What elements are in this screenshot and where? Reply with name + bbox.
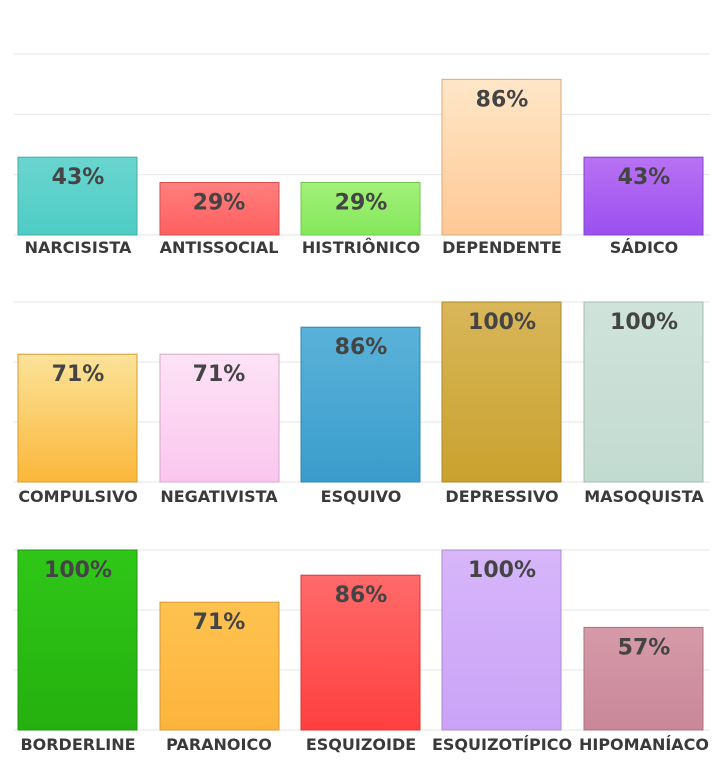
bar-esquizoide [300, 574, 421, 731]
data-label: 71% [193, 362, 246, 387]
bar-histriônico [300, 182, 421, 236]
data-label: 100% [468, 558, 536, 583]
bar-negativista [159, 353, 280, 483]
bar-depressivo [441, 301, 562, 483]
category-label: ANTISSOCIAL [160, 238, 279, 257]
data-label: 100% [468, 310, 536, 335]
data-label: 43% [618, 165, 671, 190]
bar-esquivo [300, 326, 421, 483]
category-label: BORDERLINE [20, 735, 135, 754]
bar-masoquista [583, 301, 704, 483]
category-label: DEPENDENTE [442, 238, 562, 257]
bar-sádico [583, 156, 704, 236]
data-label: 71% [193, 610, 246, 635]
chart-panel-3: 100% BORDERLINE 71% PARANOICO 86% ESQUIZOIDE 1… [14, 549, 710, 754]
data-label: 86% [476, 87, 529, 112]
data-label: 29% [335, 191, 388, 216]
category-label: NEGATIVISTA [160, 487, 278, 506]
chart-panel-1: 43% NARCISISTA 29% ANTISSOCIAL 29% HISTRIÔNIC… [14, 53, 710, 257]
data-label: 29% [193, 191, 246, 216]
category-label: NARCISISTA [25, 238, 132, 257]
data-label: 86% [335, 335, 388, 360]
category-label: DEPRESSIVO [445, 487, 558, 506]
bar-paranoico [159, 601, 280, 731]
bar-dependente [441, 78, 562, 236]
data-label: 43% [52, 165, 105, 190]
data-label: 71% [52, 362, 105, 387]
bar-hipomaníaco [583, 626, 704, 731]
category-label: ESQUIVO [321, 487, 402, 506]
category-label: MASOQUISTA [584, 487, 704, 506]
category-label: HISTRIÔNICO [302, 238, 420, 257]
bar-borderline [17, 549, 138, 731]
data-label: 100% [44, 558, 112, 583]
bar-esquizotípico [441, 549, 562, 731]
data-label: 100% [610, 310, 678, 335]
bar-compulsivo [17, 353, 138, 483]
category-label: SÁDICO [610, 238, 678, 257]
data-label: 86% [335, 583, 388, 608]
chart-panel-2: 71% COMPULSIVO 71% NEGATIVISTA 86% ESQUIVO 100… [14, 301, 710, 506]
bar-antissocial [159, 182, 280, 236]
category-label: ESQUIZOTÍPICO [432, 735, 572, 754]
category-label: ESQUIZOIDE [306, 735, 416, 754]
category-label: HIPOMANÍACO [579, 735, 709, 754]
category-label: PARANOICO [166, 735, 272, 754]
data-label: 57% [618, 635, 671, 660]
bar-narcisista [17, 156, 138, 236]
category-label: COMPULSIVO [18, 487, 137, 506]
